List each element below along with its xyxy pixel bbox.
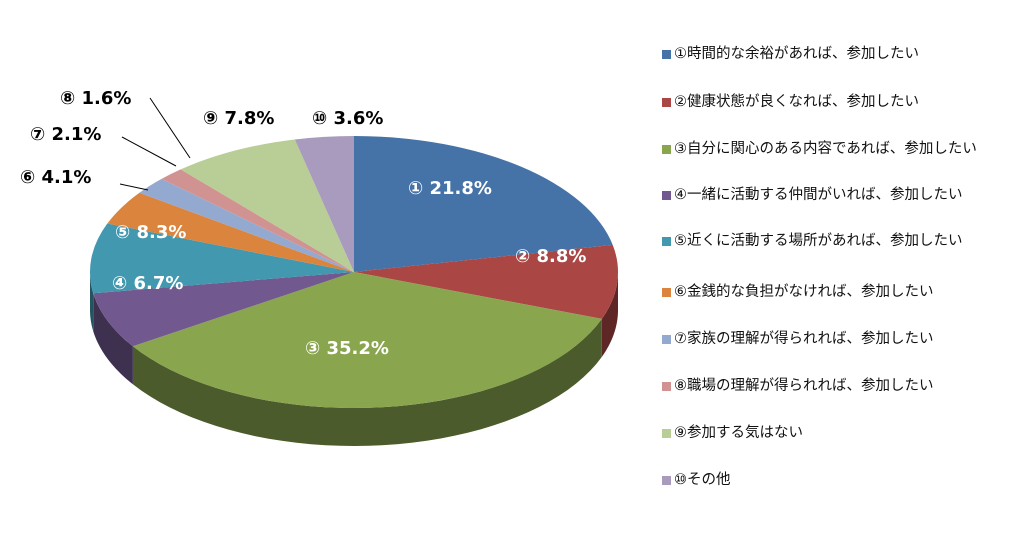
legend-item-6: ⑥金銭的な負担がなければ、参加したい: [662, 281, 1007, 304]
legend-item-3: ③自分に関心のある内容であれば、参加したい: [662, 138, 1007, 161]
legend-swatch: [662, 191, 671, 200]
pie-side-5: [90, 272, 94, 332]
data-label-10: ⑩ 3.6%: [312, 108, 383, 129]
pie-slice-7: [139, 178, 354, 272]
legend-swatch: [662, 476, 671, 485]
pie-slice-5: [90, 223, 354, 294]
pie-slice-1: [354, 136, 613, 272]
pie-slice-6: [107, 192, 354, 272]
legend-label: ⑥金銭的な負担がなければ、参加したい: [674, 284, 934, 300]
leader-line-6: [119, 183, 149, 191]
data-label-8: ⑧ 1.6%: [60, 88, 131, 109]
data-label-2: ② 8.8%: [515, 246, 586, 267]
data-label-9: ⑨ 7.8%: [203, 108, 274, 129]
data-label-6: ⑥ 4.1%: [20, 167, 91, 188]
legend-swatch: [662, 50, 671, 59]
legend-swatch: [662, 98, 671, 107]
leader-line-8: [149, 97, 191, 159]
legend-label: ②健康状態が良くなれば、参加したい: [674, 94, 919, 110]
legend-label: ①時間的な余裕があれば、参加したい: [674, 46, 919, 62]
data-label-7: ⑦ 2.1%: [30, 124, 101, 145]
leader-line-7: [121, 136, 177, 167]
legend-item-8: ⑧職場の理解が得られれば、参加したい: [662, 375, 1007, 398]
legend-label: ⑨参加する気はない: [674, 425, 803, 441]
legend-item-9: ⑨参加する気はない: [662, 422, 1007, 445]
legend-label: ④一緒に活動する仲間がいれば、参加したい: [674, 187, 963, 203]
pie-slice-2: [354, 244, 618, 319]
pie-sides: [90, 272, 618, 446]
data-label-4: ④ 6.7%: [112, 273, 183, 294]
legend-swatch: [662, 382, 671, 391]
legend-label: ⑦家族の理解が得られれば、参加したい: [674, 331, 934, 347]
legend-swatch: [662, 145, 671, 154]
pie-slice-4: [93, 272, 354, 347]
pie-side-2: [601, 272, 618, 357]
pie-side-3: [132, 318, 602, 446]
legend-label: ③自分に関心のある内容であれば、参加したい: [674, 141, 977, 157]
pie-slice-8: [161, 169, 354, 272]
legend-item-1: ①時間的な余裕があれば、参加したい: [662, 43, 1007, 66]
legend-swatch: [662, 288, 671, 297]
data-label-3: ③ 35.2%: [305, 338, 389, 359]
legend-label: ⑧職場の理解が得られれば、参加したい: [674, 378, 934, 394]
pie-slice-10: [294, 136, 354, 272]
legend-item-10: ⑩その他: [662, 469, 1007, 492]
legend-swatch: [662, 237, 671, 246]
legend-swatch: [662, 335, 671, 344]
legend-label: ⑤近くに活動する場所があれば、参加したい: [674, 233, 963, 249]
pie-slice-9: [180, 139, 354, 272]
legend-swatch: [662, 429, 671, 438]
legend-item-5: ⑤近くに活動する場所があれば、参加したい: [662, 230, 1007, 253]
data-label-1: ① 21.8%: [408, 178, 492, 199]
data-label-5: ⑤ 8.3%: [115, 222, 186, 243]
legend-label: ⑩その他: [674, 472, 731, 488]
pie-side-4: [93, 293, 133, 385]
legend-item-7: ⑦家族の理解が得られれば、参加したい: [662, 328, 1007, 351]
legend-item-4: ④一緒に活動する仲間がいれば、参加したい: [662, 184, 1007, 207]
pie-slice-3: [132, 272, 602, 408]
legend-item-2: ②健康状態が良くなれば、参加したい: [662, 91, 1007, 114]
